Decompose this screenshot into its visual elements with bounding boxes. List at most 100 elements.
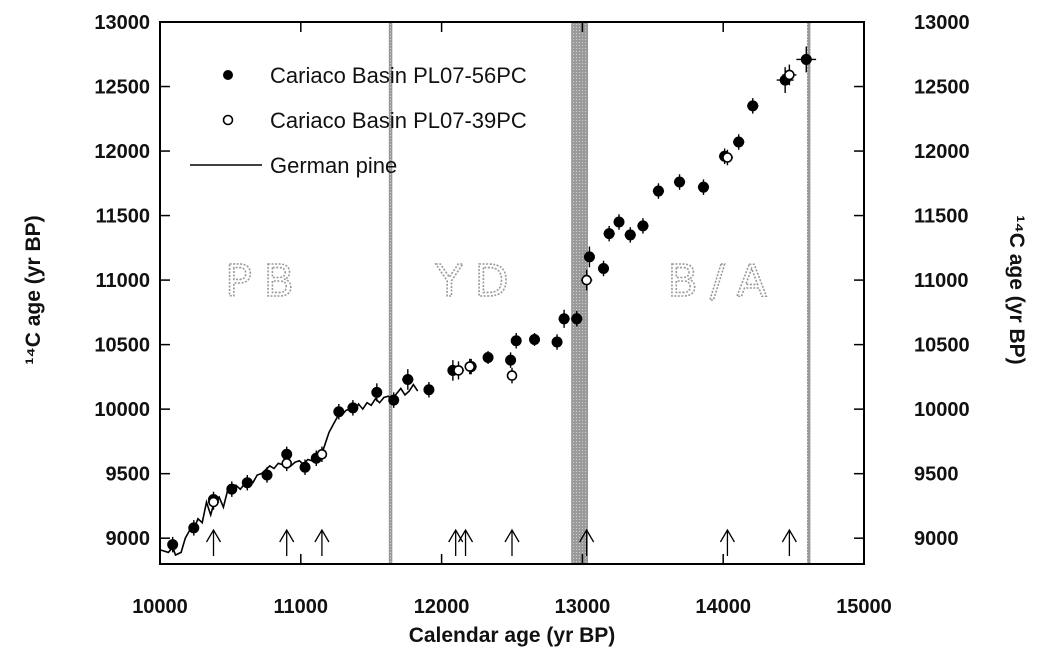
data-point-56pc (598, 262, 610, 274)
y-tick-label-left: 12500 (94, 77, 150, 99)
y-tick-label-left: 11000 (95, 270, 150, 292)
data-point-56pc (624, 229, 636, 241)
x-tick-label: 12000 (414, 596, 470, 618)
data-point-56pc (571, 313, 583, 325)
x-axis-title: Calendar age (yr BP) (409, 624, 616, 647)
y-tick-label-right: 11000 (914, 270, 969, 292)
data-point-56pc (402, 373, 414, 385)
arrow-marker (314, 528, 330, 556)
boundary-bands (388, 22, 811, 564)
data-point-39pc (316, 449, 328, 460)
arrow-head (579, 528, 595, 543)
y-tick-label-right: 13000 (914, 12, 970, 34)
axis-ticks (159, 21, 865, 564)
data-point-56pc (652, 185, 664, 197)
data-point-56pc (226, 483, 238, 495)
data-point-39pc (506, 370, 518, 381)
plot-frame (159, 21, 865, 565)
data-point-56pc (482, 352, 494, 364)
arrow-head (314, 528, 330, 543)
y-tick-label-right: 9500 (914, 464, 959, 486)
x-tick-label: 11000 (274, 596, 329, 618)
y-tick-label-left: 10000 (94, 399, 150, 421)
legend-marker-39pc (222, 114, 234, 126)
data-point-56pc (299, 461, 311, 473)
data-point-56pc (637, 220, 649, 232)
arrow-head (504, 528, 520, 543)
y-tick-label-left: 9000 (106, 528, 151, 550)
zone-label: B/A (668, 256, 779, 307)
y-tick-label-right: 12000 (914, 141, 970, 163)
data-point-56pc (371, 386, 383, 398)
data-point-56pc (347, 402, 359, 414)
arrow-head (719, 528, 735, 543)
y-tick-label-left: 9500 (106, 464, 151, 486)
data-point-56pc (241, 477, 253, 489)
arrow-marker (279, 528, 295, 556)
arrow-head (457, 528, 474, 543)
data-point-56pc (603, 228, 615, 240)
data-point-56pc (558, 313, 570, 325)
legend-label-pine: German pine (270, 153, 397, 178)
x-tick-label: 15000 (836, 596, 892, 618)
data-point-56pc (733, 136, 745, 148)
data-point-56pc (388, 394, 400, 406)
arrow-head (205, 528, 222, 543)
data-point-39pc (208, 496, 219, 508)
arrow-marker (448, 528, 464, 556)
data-point-56pc (505, 354, 517, 366)
legend: Cariaco Basin PL07-56PC Cariaco Basin PL… (190, 63, 527, 178)
data-points (167, 46, 817, 553)
data-point-39pc (464, 361, 476, 372)
x-tick-label: 14000 (695, 596, 751, 618)
arrow-marker (719, 528, 735, 556)
data-point-56pc (674, 176, 686, 188)
data-point-56pc (188, 522, 200, 534)
arrow-marker (504, 528, 520, 556)
zone-label: PB (225, 256, 306, 307)
y-tick-label-right: 12500 (914, 77, 970, 99)
legend-marker-56pc (223, 70, 233, 80)
boundary-band (388, 22, 393, 564)
data-point-39pc (784, 69, 795, 81)
data-point-56pc (551, 336, 563, 348)
data-point-56pc (583, 251, 595, 263)
tick-labels: 10000 11000 12000 13000 14000 15000 9000 9000 95… (94, 12, 969, 618)
data-point-56pc (167, 539, 179, 551)
y-axis-title-right: ¹⁴C age (yr BP) (1005, 215, 1028, 364)
data-point-39pc (722, 152, 733, 163)
x-tick-label: 10000 (132, 596, 188, 618)
y-tick-label-left: 11500 (95, 206, 150, 228)
arrow-head (781, 528, 797, 543)
data-point-56pc (747, 100, 759, 112)
data-point-56pc (613, 216, 625, 228)
data-point-56pc (697, 181, 709, 193)
y-tick-label-right: 9000 (914, 528, 959, 550)
y-tick-label-right: 10000 (914, 399, 970, 421)
data-point-56pc (423, 384, 435, 396)
sample-arrows (205, 528, 797, 556)
arrow-marker (781, 528, 797, 556)
legend-label-56pc: Cariaco Basin PL07-56PC (270, 63, 527, 88)
y-axis-title-left: ¹⁴C age (yr BP) (22, 215, 45, 364)
data-point-39pc (453, 365, 464, 376)
data-point-56pc (333, 406, 345, 418)
zone-label: YD (435, 256, 521, 307)
zone-labels: PB YD B/A (224, 255, 779, 308)
x-tick-label: 13000 (555, 596, 611, 618)
y-tick-label-right: 11500 (914, 206, 969, 228)
arrow-marker (205, 528, 222, 556)
y-tick-label-right: 10500 (914, 335, 970, 357)
boundary-band (806, 22, 811, 564)
data-point-56pc (529, 333, 541, 345)
data-point-39pc (581, 274, 592, 286)
data-point-39pc (281, 458, 293, 469)
data-point-56pc (261, 469, 273, 481)
boundary-band (571, 22, 589, 564)
arrow-marker (579, 528, 595, 556)
data-point-56pc (800, 53, 812, 65)
arrow-head (279, 528, 295, 543)
legend-label-39pc: Cariaco Basin PL07-39PC (270, 108, 527, 133)
y-tick-label-left: 12000 (94, 141, 150, 163)
